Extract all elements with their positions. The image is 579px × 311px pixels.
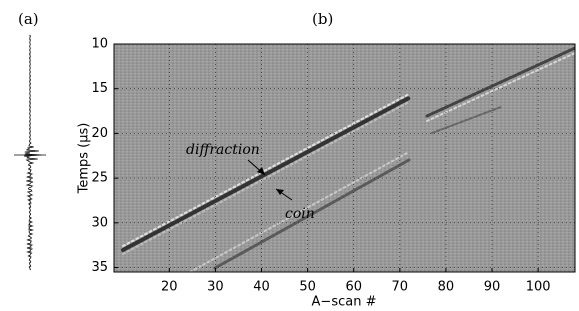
- echoes: [121, 46, 575, 272]
- x-tick-label: 20: [161, 280, 178, 295]
- y-tick-label: 25: [91, 171, 108, 186]
- panel-label: (b): [312, 10, 333, 28]
- x-tick-label: 70: [392, 280, 409, 295]
- panel-label: (a): [18, 10, 39, 28]
- arrowhead: [276, 189, 284, 195]
- y-tick-label: 30: [91, 215, 108, 230]
- x-tick-label: 60: [345, 280, 362, 295]
- echo: [431, 106, 502, 134]
- a-scan: [14, 34, 46, 271]
- x-axis-label: A−scan #: [312, 295, 377, 310]
- x-tick-label: 30: [207, 280, 224, 295]
- y-tick-label: 15: [91, 81, 108, 96]
- annotation: coin: [285, 206, 315, 222]
- echo: [121, 96, 411, 252]
- plot-frame: [113, 43, 576, 273]
- x-tick-label: 50: [299, 280, 316, 295]
- y-tick-label: 10: [91, 37, 108, 52]
- echo: [122, 93, 410, 247]
- x-tick-label: 90: [484, 280, 501, 295]
- y-tick-label: 35: [91, 260, 108, 275]
- echo: [189, 151, 410, 272]
- echo: [426, 52, 575, 122]
- x-tick-label: 80: [438, 280, 455, 295]
- annotation: diffraction: [186, 142, 260, 158]
- b-scan-image: [114, 44, 575, 272]
- waveform: [23, 34, 42, 271]
- echo: [425, 46, 575, 118]
- y-axis-label: Temps (µs): [77, 123, 92, 195]
- arrowhead: [257, 167, 265, 175]
- y-tick-label: 20: [91, 126, 108, 141]
- echo: [213, 158, 411, 270]
- x-tick-label: 40: [253, 280, 270, 295]
- x-tick-label: 100: [526, 280, 551, 295]
